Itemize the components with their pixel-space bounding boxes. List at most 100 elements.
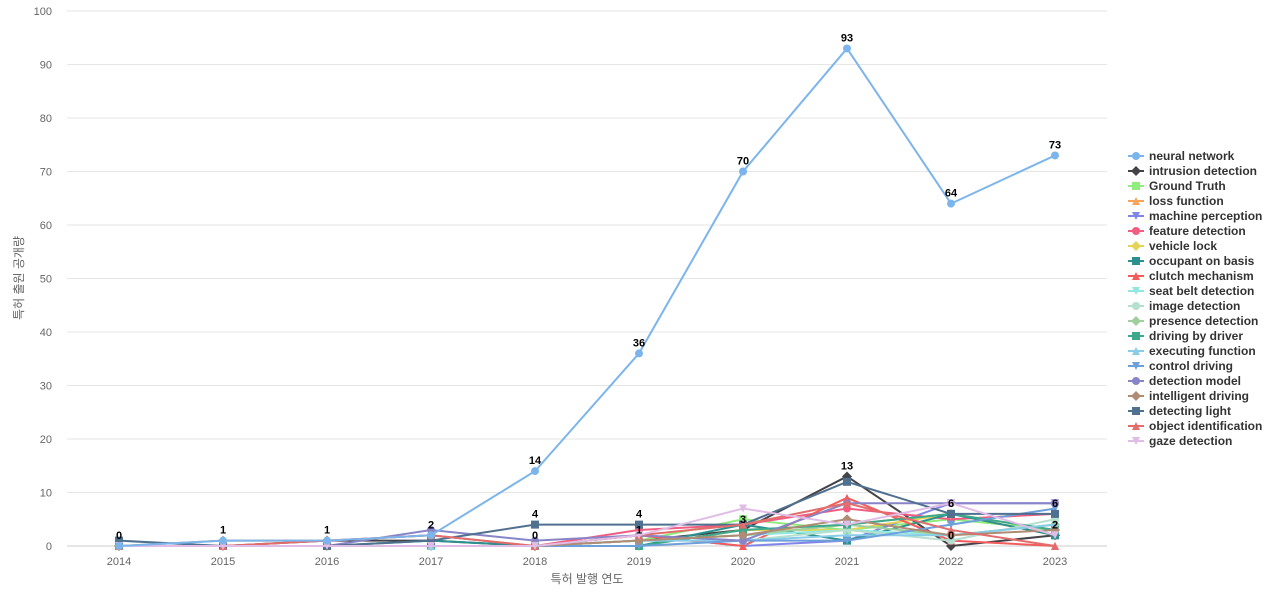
data-point xyxy=(323,536,331,545)
legend-item[interactable]: intelligent driving xyxy=(1128,389,1249,403)
legend-marker xyxy=(1132,362,1140,370)
x-tick-label: 2014 xyxy=(107,556,131,568)
data-label: 2 xyxy=(428,519,434,531)
legend-item[interactable]: vehicle lock xyxy=(1128,239,1217,253)
data-label: 1 xyxy=(636,525,642,537)
legend-marker xyxy=(1132,152,1140,160)
data-point xyxy=(843,520,851,529)
data-point xyxy=(1051,531,1059,540)
legend-marker xyxy=(1132,227,1140,235)
data-point xyxy=(739,542,747,550)
x-tick-label: 2015 xyxy=(211,556,235,568)
legend-marker xyxy=(1132,272,1140,280)
legend-label: driving by driver xyxy=(1149,329,1243,343)
data-label: 4 xyxy=(636,509,643,521)
legend-label: control driving xyxy=(1149,359,1233,373)
y-tick-label: 90 xyxy=(40,60,52,72)
legend-marker xyxy=(1132,407,1140,415)
legend-marker xyxy=(1132,182,1140,190)
legend-marker xyxy=(1132,212,1140,220)
x-tick-label: 2017 xyxy=(419,556,443,568)
legend-item[interactable]: occupant on basis xyxy=(1128,254,1255,268)
data-point xyxy=(427,542,435,550)
data-label: 13 xyxy=(841,460,853,472)
legend-label: intrusion detection xyxy=(1149,164,1257,178)
data-point xyxy=(739,515,747,524)
data-label: 6 xyxy=(948,498,954,510)
data-label: 6 xyxy=(1052,498,1058,510)
legend-item[interactable]: machine perception xyxy=(1128,209,1262,223)
y-axis: 0 10 20 30 40 50 60 70 80 90 100 xyxy=(34,6,52,553)
legend-item[interactable]: gaze detection xyxy=(1128,434,1232,448)
data-point xyxy=(843,499,851,508)
data-label: 0 xyxy=(948,530,954,542)
legend-marker xyxy=(1132,437,1140,445)
x-tick-label: 2021 xyxy=(835,556,859,568)
legend-item[interactable]: loss function xyxy=(1128,194,1224,208)
data-point xyxy=(1051,520,1059,529)
legend-item[interactable]: intrusion detection xyxy=(1128,164,1257,178)
data-point xyxy=(115,536,123,545)
legend-item[interactable]: executing function xyxy=(1128,344,1256,358)
data-label: 36 xyxy=(633,337,645,349)
legend-item[interactable]: feature detection xyxy=(1128,224,1246,238)
legend-label: Ground Truth xyxy=(1149,179,1226,193)
legend-marker xyxy=(1131,316,1141,326)
data-point xyxy=(115,542,123,550)
legend-marker xyxy=(1132,287,1140,295)
legend-item[interactable]: image detection xyxy=(1128,299,1240,313)
legend-item[interactable]: neural network xyxy=(1128,149,1235,163)
legend-label: executing function xyxy=(1149,344,1256,358)
legend-item[interactable]: control driving xyxy=(1128,359,1233,373)
series-detecting-light xyxy=(115,477,1059,550)
legend-item[interactable]: object identification xyxy=(1128,419,1262,433)
data-label: 70 xyxy=(737,156,749,168)
legend-item[interactable]: driving by driver xyxy=(1128,329,1243,343)
legend-label: presence detection xyxy=(1149,314,1258,328)
legend-item[interactable]: detection model xyxy=(1128,374,1241,388)
legend-item[interactable]: seat belt detection xyxy=(1128,284,1254,298)
data-label: 93 xyxy=(841,32,853,44)
y-tick-label: 0 xyxy=(46,541,52,553)
legend-label: occupant on basis xyxy=(1149,254,1255,268)
legend-item[interactable]: clutch mechanism xyxy=(1128,269,1254,283)
series-line xyxy=(119,502,1056,547)
y-tick-label: 10 xyxy=(40,488,52,500)
legend-marker xyxy=(1132,257,1140,265)
legend-label: gaze detection xyxy=(1149,434,1232,448)
data-label: 1 xyxy=(324,525,330,537)
legend-item[interactable]: presence detection xyxy=(1128,314,1258,328)
data-point xyxy=(635,542,643,550)
data-label: 4 xyxy=(532,509,539,521)
x-tick-label: 2020 xyxy=(731,556,755,568)
series-neural-network xyxy=(115,44,1059,550)
legend-label: object identification xyxy=(1149,419,1262,433)
legend-marker xyxy=(1132,332,1140,340)
legend-label: neural network xyxy=(1149,149,1235,163)
x-tick-label: 2022 xyxy=(939,556,963,568)
data-point xyxy=(947,520,955,529)
data-point xyxy=(635,520,643,529)
data-point xyxy=(738,530,748,541)
legend-item[interactable]: detecting light xyxy=(1128,404,1231,418)
data-point xyxy=(947,525,955,534)
y-tick-label: 30 xyxy=(40,381,52,393)
data-point xyxy=(427,536,435,545)
data-point xyxy=(1051,151,1059,160)
legend-label: intelligent driving xyxy=(1149,389,1249,403)
series-intrusion-detection xyxy=(114,471,1060,551)
data-point xyxy=(947,199,955,208)
data-label: 0 xyxy=(532,530,538,542)
data-label: 0 xyxy=(116,530,122,542)
legend-label: clutch mechanism xyxy=(1149,269,1254,283)
data-point xyxy=(531,467,539,476)
y-tick-label: 100 xyxy=(34,6,52,18)
data-point xyxy=(947,509,955,518)
data-point xyxy=(635,531,643,540)
legend-item[interactable]: Ground Truth xyxy=(1128,179,1226,193)
legend-label: detecting light xyxy=(1149,404,1231,418)
legend-marker xyxy=(1132,422,1140,430)
